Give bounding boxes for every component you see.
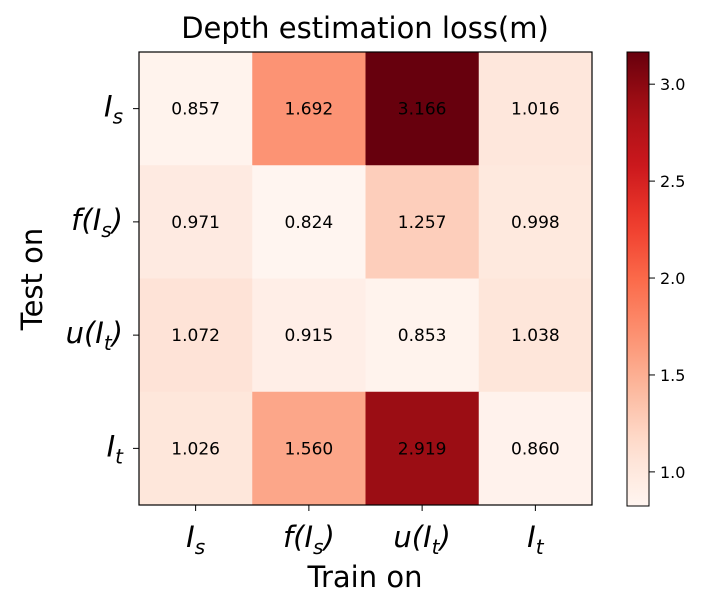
colorbar-frame — [626, 51, 650, 507]
cell-value-label: 2.919 — [398, 439, 447, 459]
cell-value-label: 1.560 — [285, 439, 334, 459]
heatmap-cell — [478, 165, 593, 279]
colorbar-tick-label: 1.5 — [660, 366, 685, 385]
tick-label: Is — [186, 520, 205, 559]
heatmap-cell — [478, 52, 593, 166]
heatmap-cell — [252, 391, 366, 506]
heatmap-cell — [139, 391, 253, 506]
tick-label: u(It) — [393, 520, 450, 559]
cell-value-label: 0.915 — [285, 326, 334, 346]
cell-value-label: 0.998 — [511, 213, 560, 233]
colorbar-tick-label: 3.0 — [660, 75, 685, 94]
tick-label: Is — [104, 90, 123, 129]
colorbar-tick-label: 2.0 — [660, 269, 685, 288]
cell-value-label: 1.692 — [285, 100, 334, 120]
heatmap-cell — [139, 278, 253, 393]
cell-value-label: 1.257 — [398, 213, 447, 233]
cell-value-label: 0.857 — [171, 100, 220, 120]
plot-frame — [138, 51, 593, 506]
x-axis-label: Train on — [307, 560, 423, 594]
tick-label: f(Is) — [283, 520, 335, 559]
cell-value-label: 1.038 — [511, 326, 560, 346]
y-axis-label: Test on — [15, 228, 49, 331]
cell-value-label: 0.971 — [171, 213, 220, 233]
heatmap-cell — [252, 52, 366, 166]
x-axis-ticks: Is f(Is) u(It) It — [186, 505, 545, 559]
cell-value-label: 1.026 — [171, 439, 220, 459]
cell-value-label: 0.824 — [285, 213, 334, 233]
heatmap-cell — [139, 165, 253, 279]
chart-title: Depth estimation loss(m) — [181, 11, 549, 45]
y-axis-ticks: Is f(Is) u(It) It — [66, 90, 139, 468]
tick-label: It — [107, 429, 125, 468]
cell-value-label: 0.860 — [511, 439, 560, 459]
heatmap-cell — [252, 278, 366, 393]
cell-value-label: 3.166 — [398, 100, 447, 120]
tick-label: u(It) — [66, 316, 123, 355]
heatmap-cell — [365, 165, 480, 279]
colorbar: 1.0 1.5 2.0 2.5 3.0 — [626, 51, 685, 507]
colorbar-tick-label: 2.5 — [660, 172, 685, 191]
colorbar-ticks: 1.0 1.5 2.0 2.5 3.0 — [649, 75, 685, 482]
colorbar-tick-label: 1.0 — [660, 463, 685, 482]
heatmap-cell — [478, 391, 593, 506]
tick-label: It — [527, 520, 545, 559]
heatmap-cell — [365, 391, 480, 506]
cell-value-label: 0.853 — [398, 326, 447, 346]
heatmap-cell — [139, 52, 253, 166]
colorbar-gradient — [627, 52, 649, 506]
cell-value-label: 1.072 — [171, 326, 220, 346]
cell-value-label: 1.016 — [511, 100, 560, 120]
heatmap-cells: 0.857 1.692 3.166 1.016 0.971 0.824 1.257 0.998… — [139, 52, 593, 506]
heatmap-cell — [252, 165, 366, 279]
heatmap-cell — [365, 52, 480, 166]
heatmap-cell — [365, 278, 480, 393]
tick-label: f(Is) — [71, 203, 123, 242]
heatmap-cell — [478, 278, 593, 393]
